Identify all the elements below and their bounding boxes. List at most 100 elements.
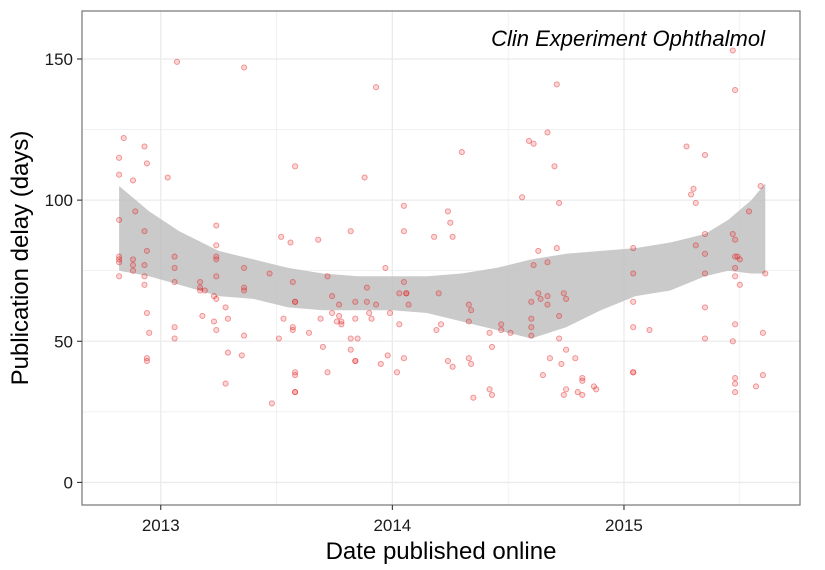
data-point [563,346,570,353]
data-point [338,318,345,325]
data-point [525,137,533,144]
data-point [400,355,407,362]
data-point [241,332,248,339]
data-point [143,309,150,317]
data-point [732,321,739,328]
data-point [116,253,123,260]
x-axis-title: Date published online [326,538,557,565]
data-point [535,247,542,254]
data-point [319,343,326,350]
data-point [354,335,361,342]
data-point [129,177,137,184]
data-point [400,228,407,235]
data-point [560,391,567,398]
data-point [528,332,535,339]
data-point [736,256,743,263]
data-point [213,295,220,302]
data-point [347,346,354,353]
x-tick-label: 2014 [373,516,411,535]
data-point [146,329,153,336]
data-point [732,253,739,260]
data-point [241,284,248,291]
data-point [528,315,535,322]
data-point [701,270,709,277]
data-point [556,312,563,319]
data-point [363,298,370,305]
data-point [268,400,275,407]
data-point [435,290,442,297]
data-point [630,298,637,305]
data-point [745,208,753,215]
data-point [572,355,579,362]
data-point [403,290,410,297]
data-point [537,295,544,302]
data-point [141,228,148,235]
data-point [732,380,739,387]
data-point [630,324,637,331]
data-point [116,154,123,161]
data-point [558,360,565,367]
data-point [530,140,537,147]
data-point [143,355,150,362]
data-point [590,383,597,390]
data-point [305,329,313,336]
data-point [129,267,137,274]
data-point [224,349,231,356]
data-point [488,391,496,398]
data-point [593,386,600,393]
data-point [683,143,690,150]
data-point [292,298,299,305]
data-points [116,47,769,407]
data-point [465,355,472,362]
data-point [732,389,739,396]
data-point [222,380,229,387]
data-point [762,270,769,277]
data-point [692,199,699,207]
data-point [336,312,343,319]
data-point [701,151,709,159]
data-point [141,262,148,269]
data-point [437,321,445,328]
data-point [171,264,178,271]
data-point [519,194,526,201]
y-tick-label: 50 [54,332,73,351]
data-point [544,129,551,136]
data-point [692,242,699,249]
data-point [449,363,456,370]
data-point [275,335,282,342]
data-point [213,253,220,260]
data-point [280,315,287,322]
data-point [129,262,137,269]
data-point [486,329,493,336]
data-point [141,143,148,150]
data-point [171,253,178,260]
data-point [213,242,220,249]
data-point [449,233,456,240]
data-point [292,163,299,170]
data-point [197,284,204,291]
data-point [347,228,354,235]
data-point [458,149,465,156]
data-point [729,47,736,54]
panel-title: Clin Experiment Ophthalmol [491,26,766,51]
data-point [361,174,368,181]
data-point [553,81,560,88]
data-point [468,360,475,367]
data-point [486,386,493,393]
data-point [373,301,380,308]
data-point [329,293,336,300]
data-point [729,230,736,238]
data-point [563,386,570,393]
x-tick-label: 2013 [142,516,180,535]
data-point [116,259,123,266]
data-point [171,324,178,331]
y-tick-label: 150 [45,50,73,69]
data-point [289,278,296,286]
data-point [352,357,359,365]
data-point [646,326,653,334]
data-point [530,262,537,269]
data-point [701,250,709,257]
data-point [292,372,299,379]
data-point [368,315,375,322]
